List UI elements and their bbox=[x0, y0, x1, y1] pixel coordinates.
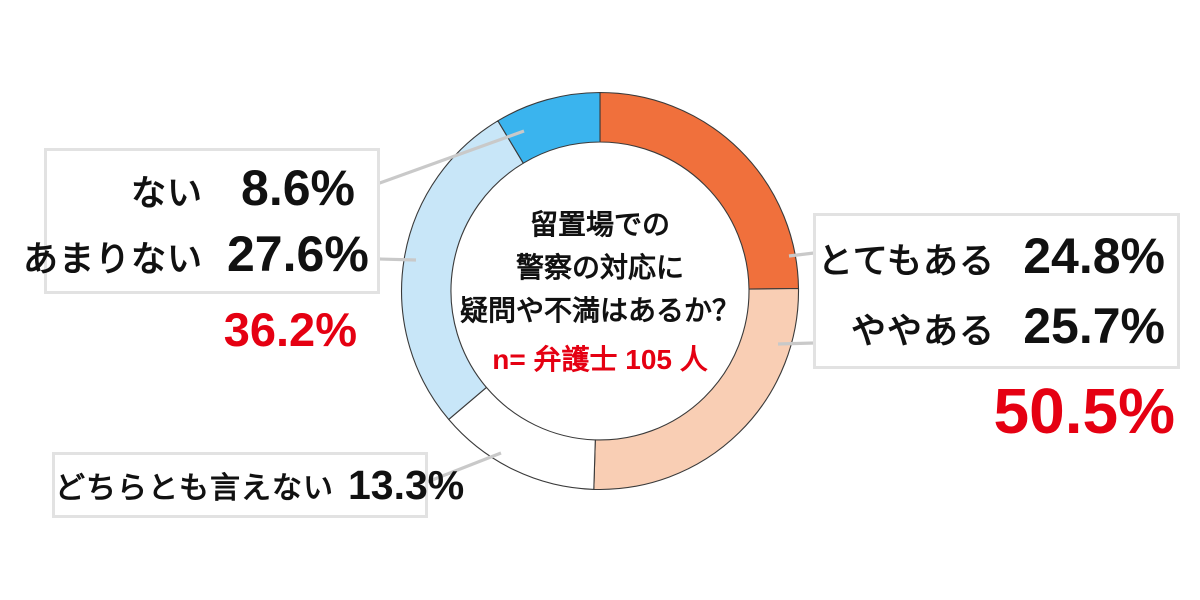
legend-label-dochiratomo-ienai: どちらとも言えない bbox=[55, 472, 334, 505]
leader-line-totemo-aru bbox=[788, 251, 815, 258]
group-total-left: 36.2% bbox=[223, 303, 357, 356]
legend-row-nai: ない 8.6% bbox=[47, 159, 355, 217]
legend-row-amari-nai: あまりない 27.6% bbox=[23, 225, 369, 283]
segment-nai bbox=[497, 91, 601, 164]
legend-label-totemo-aru: とてもある bbox=[817, 242, 995, 282]
legend-value-amari-nai: 27.6% bbox=[227, 226, 369, 282]
sample-size-label: n= 弁護士 105 人 bbox=[492, 344, 708, 375]
legend-value-totemo-aru: 24.8% bbox=[1023, 228, 1165, 285]
legend-label-nai: ない bbox=[130, 174, 203, 213]
chart-center-text: 留置場での 警察の対応に 疑問や不満はあるか？ n= 弁護士 105 人 bbox=[460, 203, 740, 375]
legend-row-yaya-aru: ややある 25.7% bbox=[816, 297, 1165, 355]
legend-label-amari-nai: あまりない bbox=[22, 240, 203, 279]
chart-title-line-3: 疑問や不満はあるか？ bbox=[459, 295, 741, 326]
leader-line-yaya-aru bbox=[777, 341, 815, 346]
leader-line-amari-nai bbox=[378, 257, 417, 262]
chart-title-line-1: 留置場での bbox=[529, 209, 671, 240]
callout-box-bottom: どちらとも言えない 13.3% bbox=[52, 452, 465, 518]
leader-line-dochiratomo-ienai bbox=[426, 451, 502, 484]
chart-title-line-2: 警察の対応に bbox=[515, 252, 685, 283]
legend-row-totemo-aru: とてもある 24.8% bbox=[816, 227, 1165, 285]
group-total-right: 50.5% bbox=[993, 375, 1175, 447]
legend-value-nai: 8.6% bbox=[241, 160, 355, 216]
legend-value-yaya-aru: 25.7% bbox=[1023, 297, 1165, 354]
leader-line-nai bbox=[376, 129, 525, 186]
segment-dochiratomo-ienai bbox=[448, 386, 596, 490]
callout-box-left: ない 8.6% あまりない 27.6% bbox=[23, 148, 380, 294]
legend-label-yaya-aru: ややある bbox=[850, 311, 995, 351]
legend-value-dochiratomo-ienai: 13.3% bbox=[348, 461, 465, 508]
callout-box-right: とてもある 24.8% ややある 25.7% bbox=[813, 213, 1180, 369]
